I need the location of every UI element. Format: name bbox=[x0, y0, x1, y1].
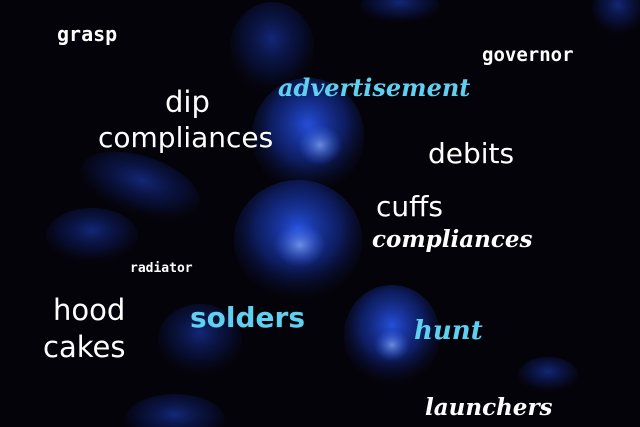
word-hood: hood bbox=[53, 293, 126, 327]
word-debits: debits bbox=[428, 137, 515, 170]
word-hunt: hunt bbox=[414, 316, 483, 346]
word-governor: governor bbox=[482, 44, 574, 66]
word-grasp: grasp bbox=[57, 22, 118, 46]
word-cakes: cakes bbox=[43, 330, 126, 364]
word-solders: solders bbox=[190, 301, 306, 334]
jellyfish-bottom-edge bbox=[125, 394, 225, 427]
jellyfish-top-right bbox=[360, 0, 440, 24]
jellyfish-top-center bbox=[230, 2, 314, 94]
jellyfish-center-core bbox=[274, 223, 326, 267]
word-radiator: radiator bbox=[130, 261, 193, 276]
jellyfish-bottom-right-small bbox=[518, 357, 578, 393]
jellyfish-upper-middle-core bbox=[298, 125, 342, 165]
word-cuffs: cuffs bbox=[376, 190, 444, 223]
jellyfish-far-right bbox=[592, 0, 640, 36]
word-dip: dip bbox=[165, 85, 210, 119]
word-launchers: launchers bbox=[425, 394, 553, 421]
jellyfish-bottom-center-right-core bbox=[374, 329, 410, 361]
jellyfish-left-lower bbox=[46, 208, 138, 264]
jellyfish-bottom-left bbox=[158, 304, 242, 376]
word-advertisement: advertisement bbox=[278, 73, 471, 102]
word-compliances-script: compliances bbox=[372, 226, 533, 253]
jellyfish-left-mid bbox=[80, 151, 200, 221]
word-compliances-white: compliances bbox=[98, 121, 274, 154]
